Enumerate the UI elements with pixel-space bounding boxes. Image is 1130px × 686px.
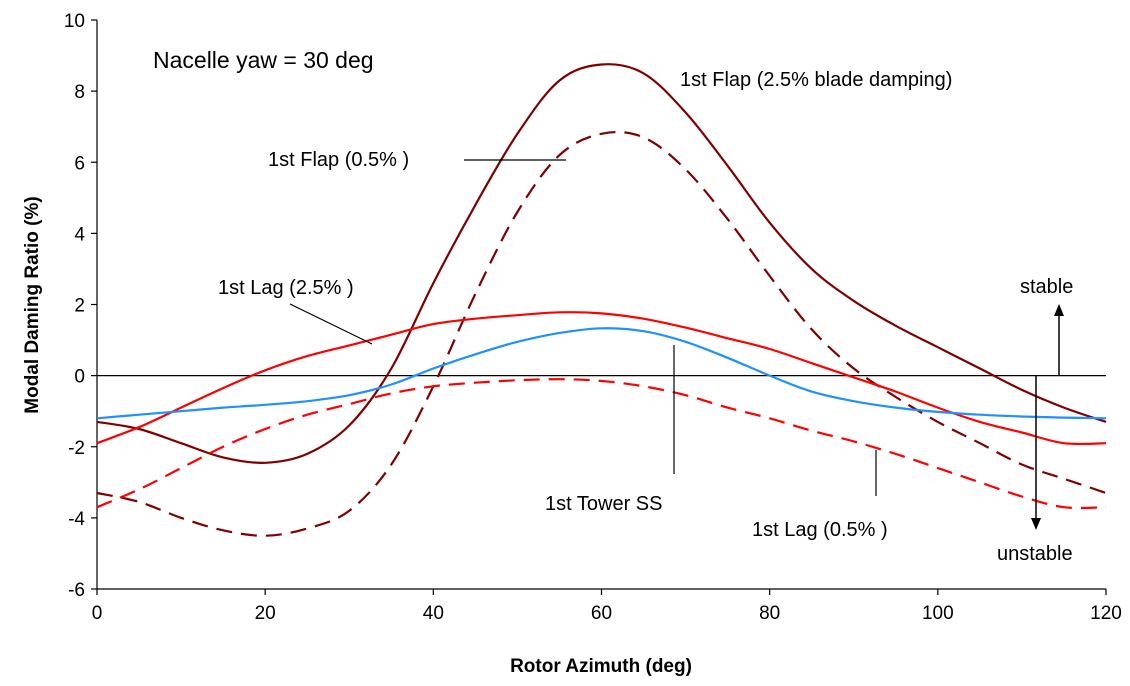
label-stable: stable: [1020, 276, 1073, 298]
y-tick-label: -4: [68, 509, 85, 530]
annotations-group: Nacelle yaw = 30 deg 1st Flap (2.5% blad…: [153, 47, 1073, 565]
x-tick-label: 0: [92, 603, 103, 624]
y-tick-label: 2: [74, 296, 85, 317]
y-tick-label: 10: [64, 11, 85, 32]
label-lag-0.5: 1st Lag (0.5% ): [752, 519, 888, 541]
x-tick-label: 20: [255, 603, 276, 624]
label-flap-2.5: 1st Flap (2.5% blade damping): [680, 69, 952, 91]
series-group: [96, 63, 1107, 537]
label-flap-0.5: 1st Flap (0.5% ): [268, 149, 409, 171]
leader-lag-2.5: [289, 303, 373, 345]
x-tick-label: 120: [1090, 603, 1122, 624]
stable-arrow-head: [1054, 304, 1064, 316]
series-line-4: [96, 327, 1107, 420]
x-tick-label: 80: [759, 603, 780, 624]
title-note: Nacelle yaw = 30 deg: [153, 47, 374, 73]
label-lag-2.5: 1st Lag (2.5% ): [218, 277, 354, 299]
series-line-2: [96, 311, 1107, 446]
y-tick-label: 8: [74, 82, 85, 103]
x-tick-label: 40: [423, 603, 444, 624]
x-tick-label: 60: [591, 603, 612, 624]
unstable-arrow-head: [1031, 518, 1041, 530]
y-tick-label: -2: [68, 438, 85, 459]
label-unstable: unstable: [997, 543, 1073, 565]
y-tick-label: 6: [74, 153, 85, 174]
y-tick-label: 0: [74, 367, 85, 388]
y-tick-label: -6: [68, 580, 85, 601]
x-axis-title: Rotor Azimuth (deg): [510, 656, 692, 677]
y-tick-label: 4: [74, 224, 85, 245]
series-line-0: [96, 63, 1107, 464]
series-line-1: [96, 130, 1107, 537]
y-axis-title: Modal Daming Ratio (%): [22, 196, 43, 413]
series-line-3: [96, 378, 1107, 510]
label-tower-ss: 1st Tower SS: [545, 493, 662, 515]
x-tick-label: 100: [922, 603, 954, 624]
